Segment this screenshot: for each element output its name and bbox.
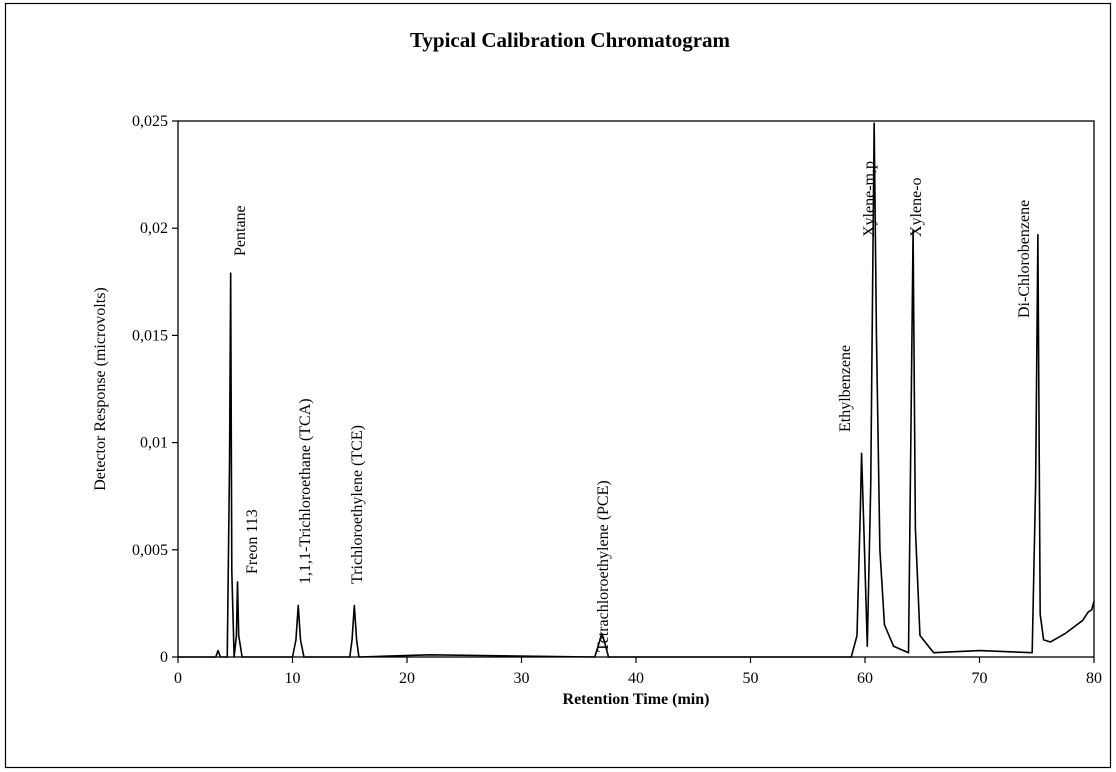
y-tick-label: 0 [160,649,168,666]
trace-line [178,122,1095,658]
y-tick-label: 0,025 [132,113,168,130]
y-tick-label: 0,005 [132,542,168,559]
peak-label: 1,1,1-Trichloroethane (TCA) [297,398,314,584]
y-tick-label: 0,01 [140,435,168,452]
x-tick-label: 80 [1086,670,1102,687]
x-tick-label: 10 [285,670,301,687]
y-tick-label: 0,02 [140,220,168,237]
x-tick-label: 40 [628,670,644,687]
outer-frame [4,2,1112,769]
x-tick-label: 60 [857,670,873,687]
y-axis-label: Detector Response (microvolts) [92,287,109,491]
peak-label: Di-Chlorobenzene [1016,200,1033,318]
x-axis-label: Retention Time (min) [563,691,710,708]
peak-label: Xylene-o [908,177,925,237]
x-tick-label: 30 [514,670,530,687]
x-tick-label: 50 [743,670,759,687]
plot-frame [177,120,1095,658]
x-tick-label: 0 [174,670,182,687]
peak-label: Freon 113 [244,509,261,574]
y-tick-label: 0,015 [132,327,168,344]
x-tick-label: 70 [972,670,988,687]
peak-label: Tetrachloroethylene (PCE) [595,480,612,652]
x-tick-label: 20 [399,670,415,687]
peak-label: Pentane [232,205,249,256]
peak-label: Trichloroethylene (TCE) [349,425,366,584]
peak-label: Ethylbenzene [837,345,854,432]
chart-title: Typical Calibration Chromatogram [410,28,731,52]
peak-label: Xylene-m,p [861,161,878,237]
